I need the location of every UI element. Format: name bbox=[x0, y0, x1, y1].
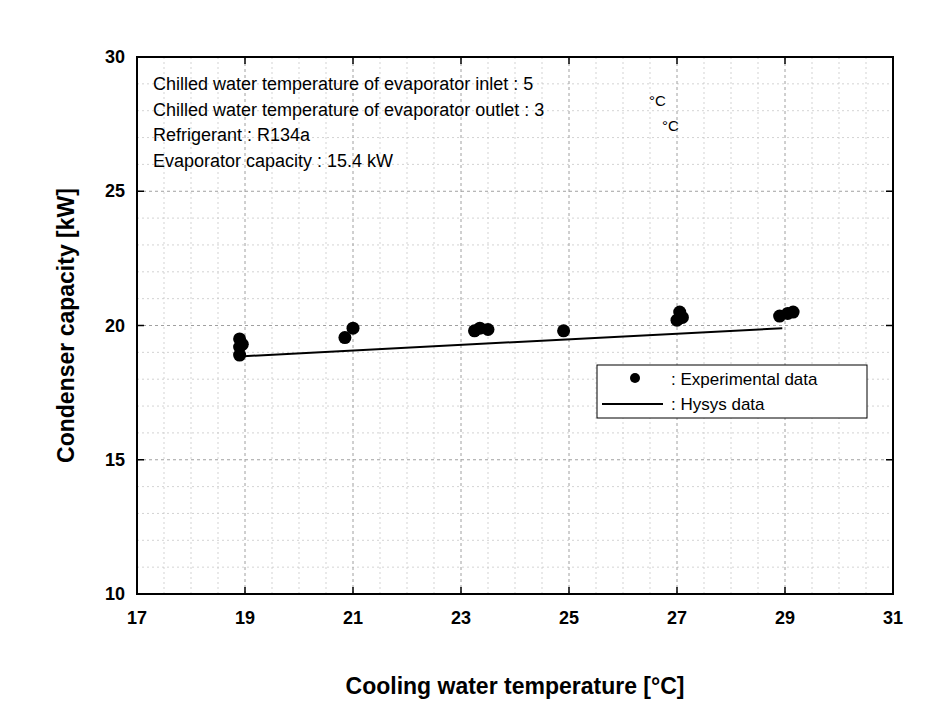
line bbox=[240, 328, 783, 356]
x-tick-label: 21 bbox=[343, 608, 363, 628]
point bbox=[787, 306, 800, 319]
annotation: Chilled water temperature of evaporator … bbox=[153, 100, 544, 120]
minor-grid-line bbox=[137, 540, 893, 541]
legend-line bbox=[602, 403, 663, 405]
annotation: °C bbox=[662, 117, 679, 134]
grid-line bbox=[137, 191, 893, 192]
annotation: Refrigerant : R134a bbox=[153, 125, 311, 145]
plot-frame bbox=[137, 57, 893, 594]
x-tick-label: 25 bbox=[559, 608, 579, 628]
y-axis-label: Condenser capacity [kW] bbox=[53, 188, 79, 463]
background bbox=[0, 0, 948, 703]
tick bbox=[886, 459, 893, 461]
y-tick-label: 25 bbox=[105, 181, 125, 201]
x-tick-label: 23 bbox=[451, 608, 471, 628]
tick bbox=[244, 587, 246, 594]
legend-label: : Hysys data bbox=[671, 395, 765, 414]
x-tick-label: 17 bbox=[127, 608, 147, 628]
annotation: Chilled water temperature of evaporator … bbox=[153, 74, 533, 94]
legend: : Experimental data : Hysys data bbox=[597, 365, 867, 418]
data bbox=[233, 306, 800, 362]
tick bbox=[676, 587, 678, 594]
minor-grid-line bbox=[137, 432, 893, 433]
minor-grid-line bbox=[137, 218, 893, 219]
point bbox=[557, 324, 570, 337]
point bbox=[482, 323, 495, 336]
grid-line bbox=[137, 325, 893, 326]
tick bbox=[244, 57, 246, 64]
tick bbox=[352, 57, 354, 64]
legend-marker bbox=[630, 373, 640, 383]
minor-grid-line bbox=[137, 298, 893, 299]
chart: 17 19 21 23 25 27 29 31 10 15 20 25 30 Cooling water … bbox=[0, 0, 948, 703]
grid-line bbox=[137, 459, 893, 460]
x-tick-label: 19 bbox=[235, 608, 255, 628]
tick bbox=[137, 325, 144, 327]
x-axis-label: Cooling water temperature [°C] bbox=[346, 673, 685, 699]
point bbox=[347, 322, 360, 335]
minor-grid-line bbox=[137, 352, 893, 353]
y-tick-label: 30 bbox=[105, 47, 125, 67]
minor-grid-line bbox=[137, 567, 893, 568]
tick bbox=[460, 587, 462, 594]
tick bbox=[352, 587, 354, 594]
tick bbox=[676, 57, 678, 64]
annotation: °C bbox=[649, 92, 666, 109]
tick bbox=[137, 191, 144, 193]
annotation: Evaporator capacity : 15.4 kW bbox=[153, 151, 393, 171]
y-tick-label: 10 bbox=[105, 584, 125, 604]
x-tick-label: 31 bbox=[883, 608, 903, 628]
y-tick-label: 20 bbox=[105, 316, 125, 336]
x-tick-label: 27 bbox=[667, 608, 687, 628]
tick bbox=[568, 57, 570, 64]
axes: 17 19 21 23 25 27 29 31 10 15 20 25 30 bbox=[105, 47, 903, 628]
tick bbox=[886, 325, 893, 327]
tick bbox=[784, 587, 786, 594]
minor-grid-line bbox=[137, 244, 893, 245]
tick bbox=[886, 191, 893, 193]
minor-grid-line bbox=[137, 513, 893, 514]
legend-box bbox=[597, 365, 867, 418]
tick bbox=[460, 57, 462, 64]
point bbox=[233, 340, 246, 353]
tick bbox=[137, 459, 144, 461]
grid bbox=[137, 57, 893, 594]
minor-grid-line bbox=[137, 271, 893, 272]
tick bbox=[784, 57, 786, 64]
tick bbox=[568, 587, 570, 594]
minor-grid-line bbox=[137, 486, 893, 487]
point bbox=[676, 311, 689, 324]
x-tick-label: 29 bbox=[775, 608, 795, 628]
y-tick-label: 15 bbox=[105, 450, 125, 470]
legend-label: : Experimental data bbox=[671, 370, 818, 389]
